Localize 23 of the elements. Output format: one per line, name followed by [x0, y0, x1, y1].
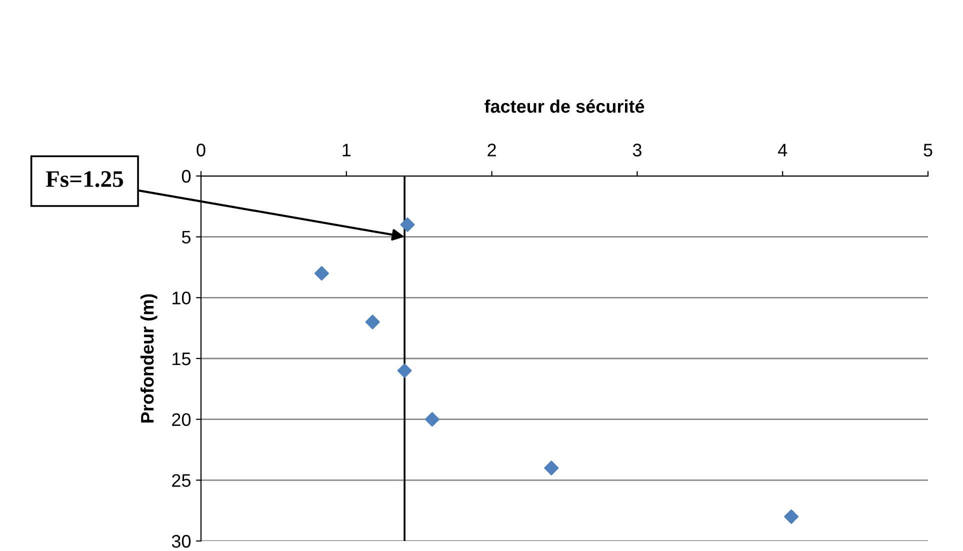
x-tick-label: 1: [342, 144, 351, 156]
y-tick-label: 5: [182, 230, 191, 244]
y-tick-label: 25: [172, 474, 191, 487]
y-tick-label: 10: [172, 292, 191, 304]
point: [314, 266, 329, 281]
y-tick-label: 15: [172, 352, 191, 366]
y-tick-label: 30: [172, 534, 191, 548]
y-axis-title: Profondeur (m): [140, 294, 158, 422]
x-tick-label: 2: [488, 144, 496, 156]
point: [784, 509, 799, 524]
annotation: Fs=1.25: [46, 171, 124, 188]
point: [365, 314, 380, 330]
x-tick-label: 0: [196, 144, 206, 156]
x-axis-title: facteur de sécurité: [484, 99, 644, 113]
x-tick-label: 4: [778, 144, 788, 156]
point: [424, 412, 440, 427]
y-tick-label: 20: [172, 413, 191, 426]
point: [397, 363, 412, 378]
x-tick-label: 3: [632, 144, 642, 156]
point: [400, 217, 415, 232]
x-tick-label: 5: [924, 144, 932, 156]
y-tick-label: 0: [182, 170, 191, 183]
point: [544, 460, 559, 476]
